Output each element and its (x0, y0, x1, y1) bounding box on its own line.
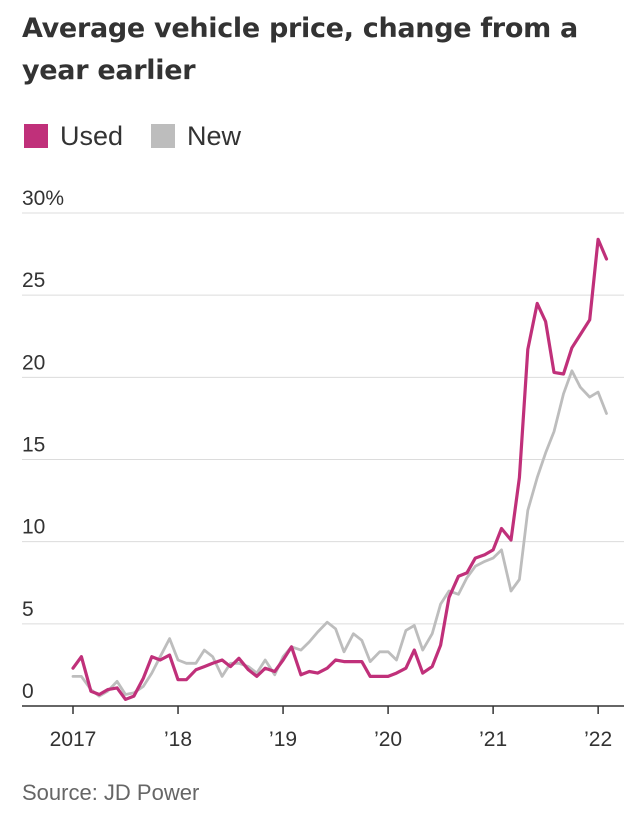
source-note: Source: JD Power (22, 780, 200, 805)
legend-item-used: Used (24, 121, 123, 152)
legend-label-new: New (187, 120, 242, 151)
legend-swatch-used (24, 124, 48, 148)
x-tick-label-2020: ’20 (374, 728, 402, 751)
x-tick-label-2021: ’21 (479, 728, 507, 751)
y-tick-label-20: 20 (22, 351, 45, 374)
x-tick-label-2019: ’19 (269, 728, 297, 751)
chart-title: Average vehicle price, change from a yea… (22, 13, 578, 86)
series-line-new (71, 369, 608, 698)
legend-swatch-new (151, 124, 176, 148)
x-tick-label-2018: ’18 (164, 728, 192, 751)
y-tick-label-5: 5 (22, 598, 34, 621)
legend-label-used: Used (60, 120, 124, 151)
y-tick-label-0: 0 (22, 680, 34, 703)
legend: Used New (24, 118, 269, 154)
y-tick-label-30: 30% (22, 187, 64, 210)
series-line-used (71, 237, 609, 702)
legend-item-new: New (151, 121, 241, 152)
x-tick-label-2017: 2017 (50, 728, 97, 751)
y-tick-label-25: 25 (22, 269, 45, 292)
x-tick-label-2022: ’22 (584, 728, 612, 751)
y-tick-label-10: 10 (22, 516, 45, 539)
y-tick-label-15: 15 (22, 434, 45, 457)
